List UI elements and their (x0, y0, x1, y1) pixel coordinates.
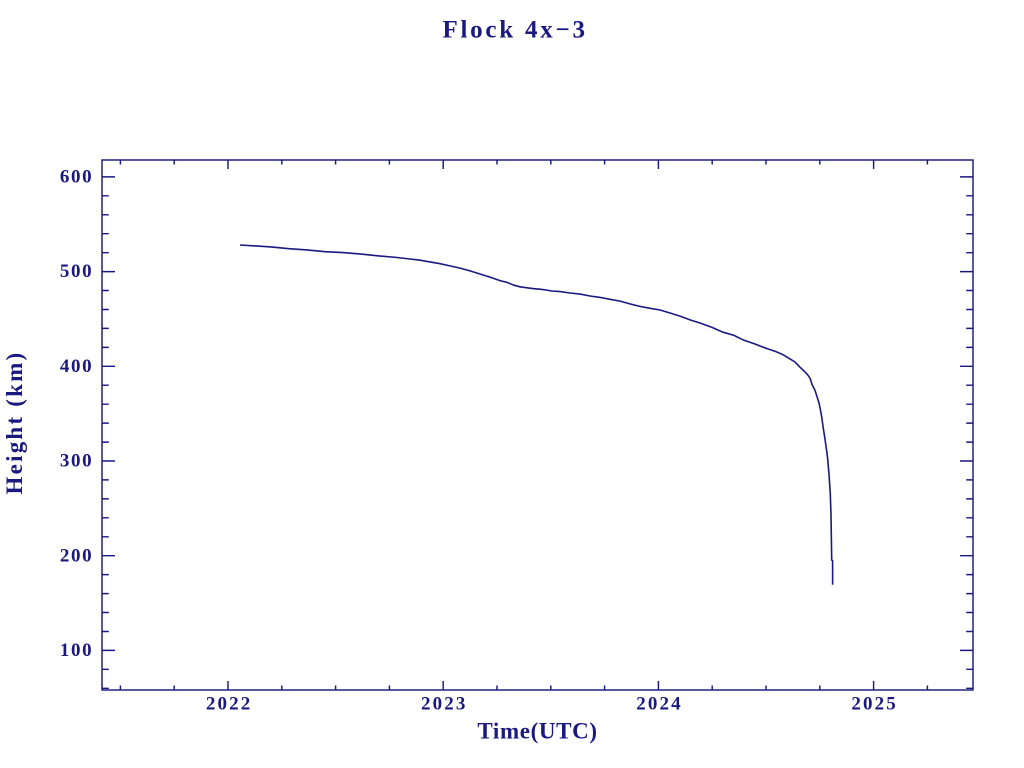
svg-text:100: 100 (60, 640, 93, 661)
svg-text:Time(UTC): Time(UTC) (477, 718, 597, 743)
svg-text:2022: 2022 (206, 694, 253, 715)
svg-text:2025: 2025 (851, 694, 898, 715)
svg-text:Flock 4x−3: Flock 4x−3 (442, 17, 587, 44)
svg-text:400: 400 (60, 356, 93, 377)
svg-text:2023: 2023 (421, 694, 468, 715)
svg-text:600: 600 (60, 167, 93, 188)
svg-text:Height (km): Height (km) (2, 351, 27, 495)
svg-text:200: 200 (60, 545, 93, 566)
svg-text:500: 500 (60, 261, 93, 282)
svg-text:2024: 2024 (636, 694, 683, 715)
svg-text:300: 300 (60, 451, 93, 472)
